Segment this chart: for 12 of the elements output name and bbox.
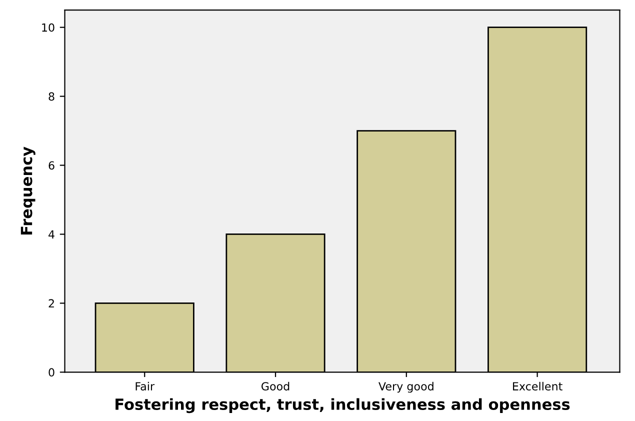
x-tick-label: Excellent (513, 382, 562, 390)
x-tick-label: Fair (136, 382, 155, 390)
y-tick-label: 10 (42, 23, 54, 32)
y-axis-title: Frequency (20, 146, 36, 234)
y-tick-label: 8 (48, 92, 54, 101)
y-tick-label: 4 (48, 230, 54, 238)
y-tick-label: 0 (48, 368, 54, 377)
x-tick-label: Good (262, 382, 290, 390)
x-tick-label: Very good (378, 382, 434, 393)
y-tick-label: 2 (48, 299, 54, 308)
x-axis-title: Fostering respect, trust, inclusiveness and openness (116, 398, 570, 414)
y-tick-label: 6 (48, 161, 54, 170)
